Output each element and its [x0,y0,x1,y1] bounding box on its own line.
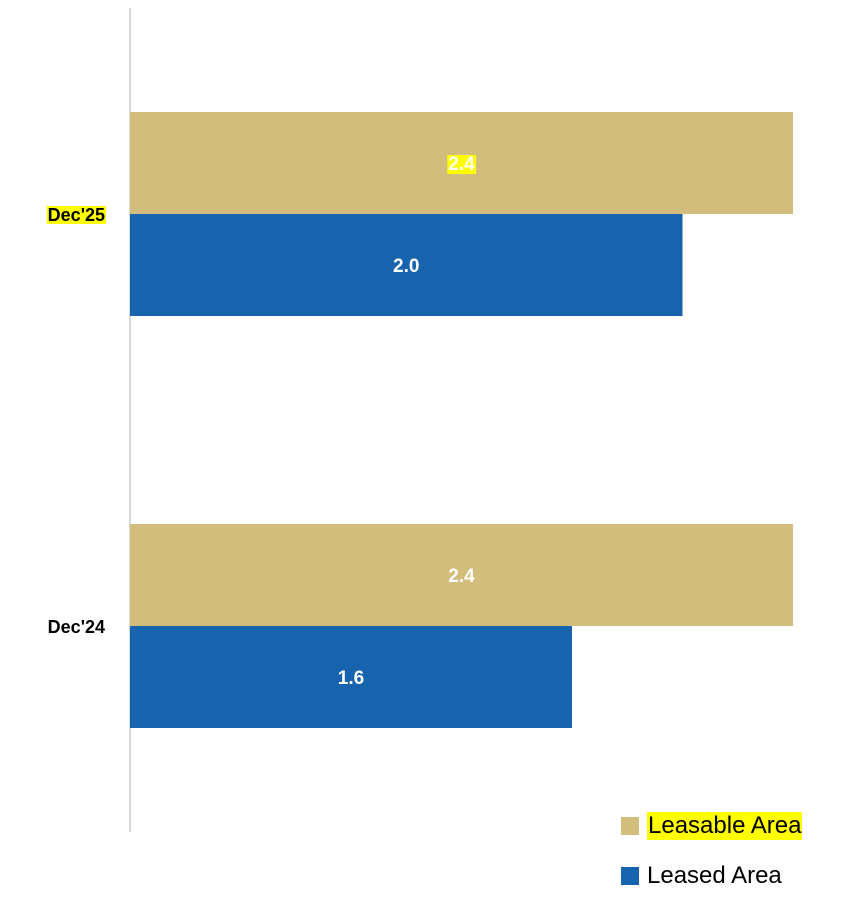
data-label: 1.6 [338,668,364,689]
legend-item-leasable-area: Leasable Area [621,812,803,840]
legend-item-leased-area: Leased Area [621,862,802,889]
legend-label-leasable-area: Leasable Area [647,812,803,840]
labels-group: Dec'25 2.4 2.0 Dec'24 2.4 1.6 [46,154,477,689]
data-label-highlight [447,155,477,174]
bar-leased-area [130,214,683,316]
bar-chart: Dec'25 2.4 2.0 Dec'24 2.4 1.6 [46,8,793,832]
bar-leased-area [130,626,572,728]
category-label: Dec'25 [48,205,105,225]
legend-swatch-leasable-area [621,817,639,835]
category-label-highlight [46,206,106,224]
bars-group [130,112,793,728]
category-label: Dec'24 [48,617,105,637]
data-label: 2.4 [448,154,475,175]
legend-swatch-leased-area [621,867,639,885]
legend-label-leased-area: Leased Area [647,862,782,889]
bar-leasable-area [130,524,793,626]
data-label: 2.4 [448,566,475,587]
data-label: 2.0 [393,256,419,277]
legend: Leasable Area Leased Area [621,812,803,913]
